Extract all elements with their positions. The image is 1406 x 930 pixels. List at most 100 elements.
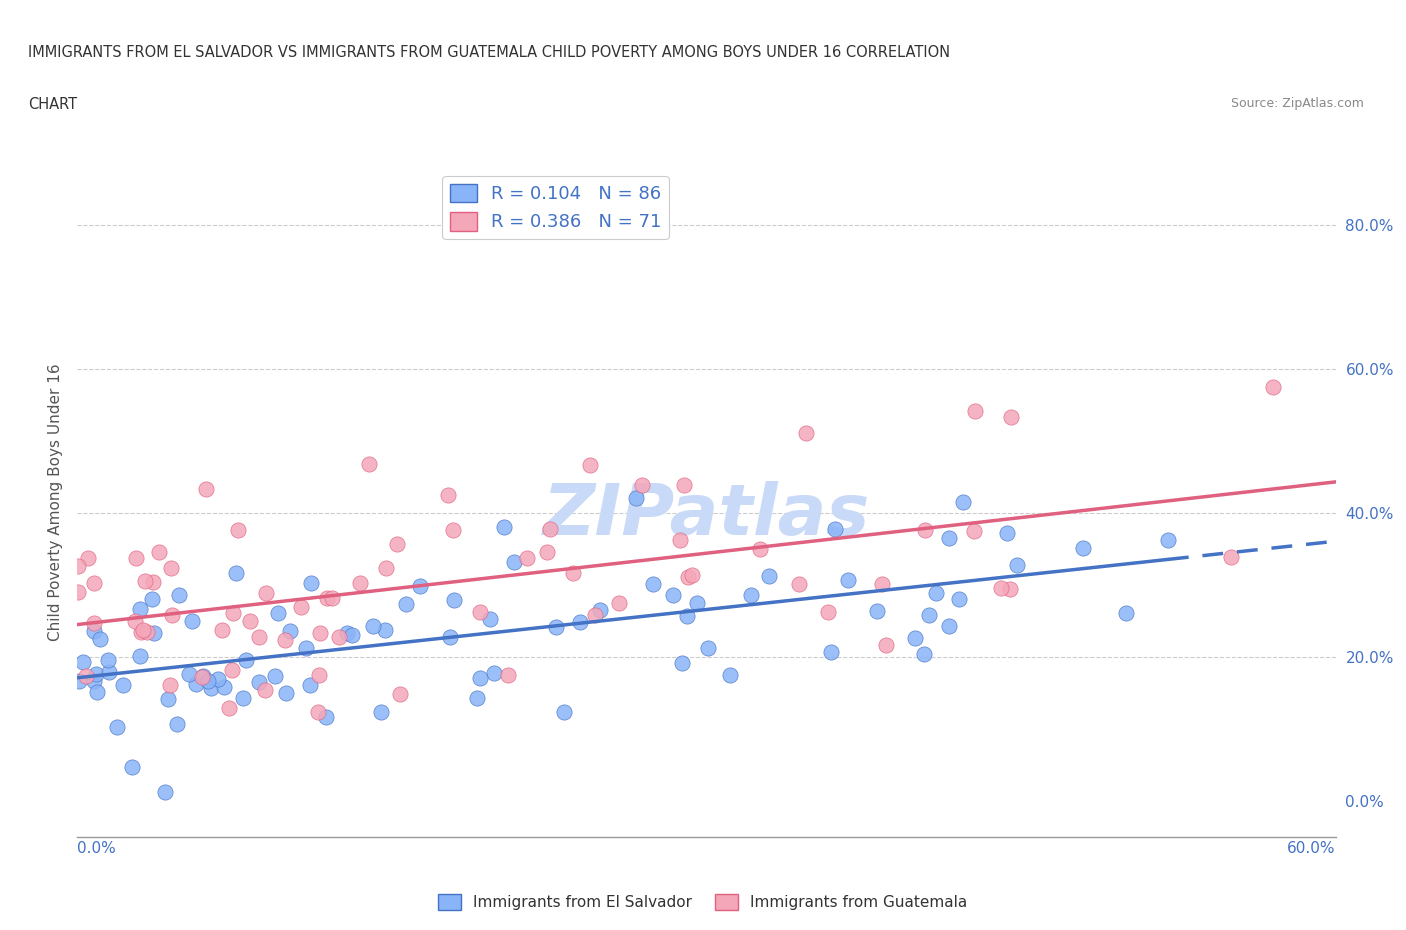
Point bbox=[141, 591, 163, 606]
Point bbox=[1115, 605, 1137, 620]
Point bbox=[315, 710, 337, 724]
Point bbox=[160, 607, 183, 622]
Point bbox=[837, 572, 859, 587]
Point bbox=[740, 588, 762, 603]
Point bbox=[374, 622, 396, 637]
Point bbox=[298, 678, 321, 693]
Point bbox=[124, 614, 146, 629]
Point bbox=[875, 637, 897, 652]
Point bbox=[129, 602, 152, 617]
Point bbox=[478, 611, 501, 626]
Point bbox=[990, 581, 1012, 596]
Point bbox=[1219, 549, 1241, 564]
Point bbox=[148, 544, 170, 559]
Text: ZIPatlas: ZIPatlas bbox=[543, 481, 870, 550]
Point bbox=[160, 561, 183, 576]
Point bbox=[914, 523, 936, 538]
Point bbox=[191, 670, 214, 684]
Point bbox=[631, 478, 654, 493]
Point bbox=[135, 625, 157, 640]
Point bbox=[1071, 540, 1094, 555]
Point bbox=[83, 674, 105, 689]
Point bbox=[307, 705, 329, 720]
Point bbox=[278, 623, 301, 638]
Point bbox=[385, 537, 408, 551]
Point bbox=[83, 576, 105, 591]
Point bbox=[662, 588, 685, 603]
Point bbox=[132, 623, 155, 638]
Point bbox=[904, 631, 927, 645]
Point bbox=[952, 495, 974, 510]
Point bbox=[98, 665, 121, 680]
Point bbox=[263, 669, 285, 684]
Point bbox=[167, 587, 190, 602]
Point bbox=[441, 523, 464, 538]
Point bbox=[83, 624, 105, 639]
Point bbox=[179, 667, 201, 682]
Point bbox=[159, 677, 181, 692]
Point bbox=[562, 565, 585, 580]
Point bbox=[668, 533, 690, 548]
Point bbox=[89, 631, 111, 646]
Point bbox=[349, 575, 371, 590]
Point bbox=[274, 685, 297, 700]
Point bbox=[439, 630, 461, 644]
Point bbox=[121, 759, 143, 774]
Point bbox=[295, 641, 318, 656]
Point bbox=[142, 575, 165, 590]
Point bbox=[105, 720, 128, 735]
Point bbox=[308, 668, 330, 683]
Point bbox=[470, 671, 492, 686]
Point bbox=[69, 674, 91, 689]
Point bbox=[1157, 532, 1180, 547]
Point bbox=[963, 524, 986, 538]
Point bbox=[328, 630, 350, 644]
Point bbox=[97, 652, 120, 667]
Point bbox=[75, 669, 97, 684]
Point bbox=[516, 551, 538, 565]
Point bbox=[436, 488, 458, 503]
Point bbox=[938, 618, 960, 633]
Point bbox=[67, 585, 90, 600]
Point bbox=[129, 648, 152, 663]
Point bbox=[235, 652, 257, 667]
Point bbox=[218, 700, 240, 715]
Point bbox=[676, 609, 699, 624]
Point bbox=[212, 680, 235, 695]
Point bbox=[221, 663, 243, 678]
Point bbox=[748, 541, 770, 556]
Point bbox=[758, 568, 780, 583]
Point bbox=[948, 591, 970, 606]
Point bbox=[1261, 379, 1284, 394]
Point bbox=[340, 628, 363, 643]
Point bbox=[794, 426, 817, 441]
Text: 0.0%: 0.0% bbox=[77, 841, 117, 856]
Point bbox=[253, 683, 276, 698]
Point bbox=[232, 691, 254, 706]
Point bbox=[299, 576, 322, 591]
Point bbox=[997, 525, 1019, 540]
Point bbox=[83, 616, 105, 631]
Point bbox=[247, 674, 270, 689]
Point bbox=[321, 591, 343, 605]
Point bbox=[817, 604, 839, 619]
Point bbox=[671, 656, 693, 671]
Point bbox=[544, 619, 567, 634]
Point bbox=[607, 596, 630, 611]
Point bbox=[470, 604, 492, 619]
Point bbox=[316, 591, 339, 605]
Point bbox=[998, 581, 1021, 596]
Point bbox=[912, 647, 935, 662]
Point bbox=[718, 668, 741, 683]
Point bbox=[191, 669, 214, 684]
Point bbox=[484, 666, 506, 681]
Point bbox=[641, 577, 664, 591]
Point bbox=[153, 785, 176, 800]
Text: Source: ZipAtlas.com: Source: ZipAtlas.com bbox=[1230, 97, 1364, 110]
Point bbox=[820, 644, 842, 659]
Point bbox=[195, 482, 218, 497]
Point bbox=[256, 586, 278, 601]
Point bbox=[225, 565, 247, 580]
Point bbox=[676, 569, 699, 584]
Point bbox=[569, 615, 592, 630]
